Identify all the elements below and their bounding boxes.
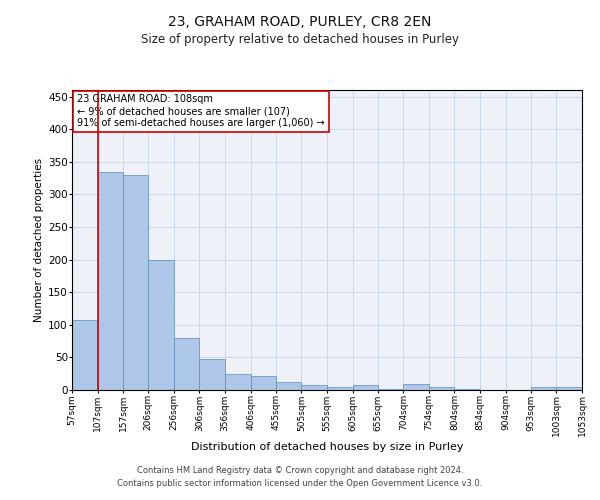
Bar — [148, 260, 174, 390]
Bar — [123, 175, 148, 390]
Bar — [225, 374, 251, 390]
X-axis label: Distribution of detached houses by size in Purley: Distribution of detached houses by size … — [191, 442, 463, 452]
Bar — [174, 338, 199, 390]
Text: 23, GRAHAM ROAD, PURLEY, CR8 2EN: 23, GRAHAM ROAD, PURLEY, CR8 2EN — [169, 15, 431, 29]
Text: Contains HM Land Registry data © Crown copyright and database right 2024.
Contai: Contains HM Land Registry data © Crown c… — [118, 466, 482, 487]
Bar — [301, 385, 327, 390]
Bar — [353, 385, 378, 390]
Text: Size of property relative to detached houses in Purley: Size of property relative to detached ho… — [141, 32, 459, 46]
Bar — [251, 376, 276, 390]
Text: 23 GRAHAM ROAD: 108sqm
← 9% of detached houses are smaller (107)
91% of semi-det: 23 GRAHAM ROAD: 108sqm ← 9% of detached … — [77, 94, 325, 128]
Y-axis label: Number of detached properties: Number of detached properties — [34, 158, 44, 322]
Bar — [556, 388, 582, 390]
Bar — [429, 386, 455, 390]
Bar — [276, 382, 301, 390]
Bar — [403, 384, 429, 390]
Bar — [327, 386, 353, 390]
Bar — [531, 386, 556, 390]
Bar — [199, 360, 225, 390]
Bar — [72, 320, 98, 390]
Bar — [98, 172, 123, 390]
Bar — [378, 388, 403, 390]
